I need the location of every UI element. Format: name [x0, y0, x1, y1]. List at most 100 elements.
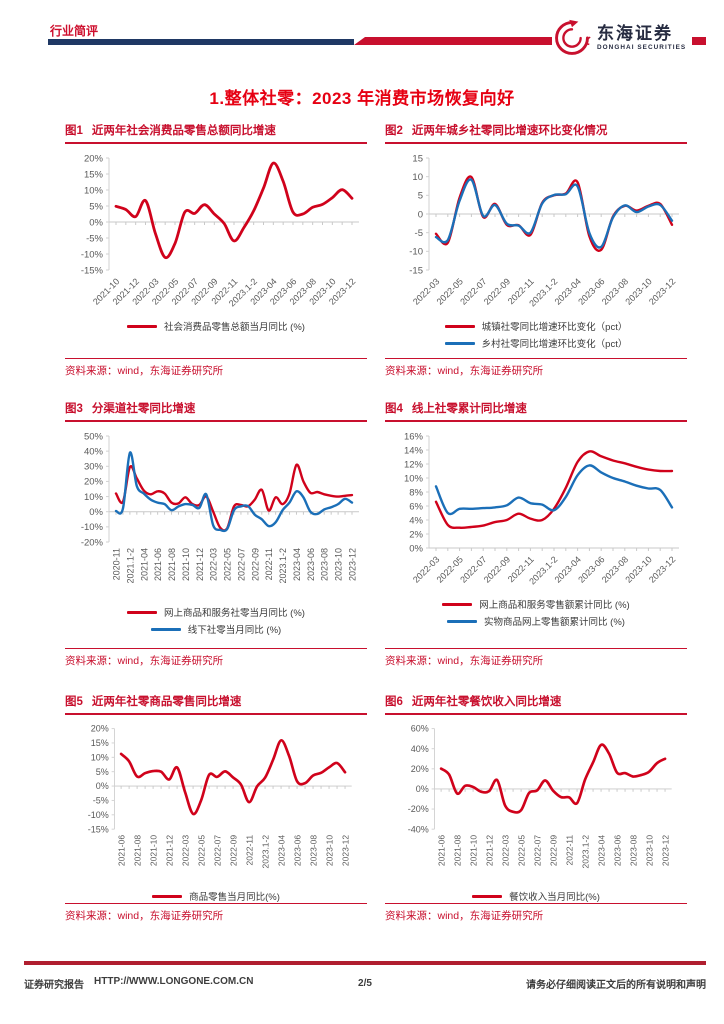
svg-text:12%: 12%	[404, 459, 424, 470]
line-chart: 60% 40% 20% 0% -20% -40% 2021-06 2021-08 2021-10…	[408, 724, 672, 869]
legend-line-sample	[127, 610, 158, 614]
svg-text:-15: -15	[409, 265, 423, 276]
svg-text:2021-06: 2021-06	[436, 835, 446, 867]
figure-number: 图2	[385, 125, 403, 137]
line-chart: 20%15%10%5%0%-5%-10%-15%2021-102021-1220…	[81, 153, 359, 309]
legend-line-sample	[447, 619, 478, 623]
legend-label: 城镇社零同比增速环比变化（pct）	[481, 322, 628, 333]
svg-text:2023-12: 2023-12	[348, 548, 358, 581]
legend: 社会消费品零售总额当月同比 (%)	[65, 319, 367, 333]
svg-text:2021-08: 2021-08	[167, 548, 177, 581]
svg-text:2021.1-2: 2021.1-2	[125, 548, 135, 584]
svg-text:2021-06: 2021-06	[153, 548, 163, 581]
svg-text:60%: 60%	[411, 724, 429, 734]
svg-text:2023.1-2: 2023.1-2	[580, 835, 590, 869]
svg-text:2022-03: 2022-03	[180, 835, 190, 867]
source-note: 资料来源：wind，东海证券研究所	[385, 358, 687, 378]
svg-text:2022-03: 2022-03	[500, 835, 510, 867]
figure-1-retail-total-yoy: 图1 近两年社会消费品零售总额同比增速 20% 15% 10% 5% 0% -5% -10%…	[65, 122, 367, 378]
figure-title: 图2 近两年城乡社零同比增速环比变化情况	[385, 122, 687, 144]
svg-text:2023-10: 2023-10	[334, 548, 344, 581]
svg-text:6%: 6%	[409, 501, 423, 512]
legend-line-sample	[442, 602, 473, 606]
svg-text:2021-08: 2021-08	[452, 835, 462, 867]
svg-text:2022-11: 2022-11	[244, 835, 254, 866]
logo-cn-text: 东海证券	[597, 23, 673, 43]
svg-text:0%: 0%	[89, 217, 103, 228]
svg-text:2023.1-2: 2023.1-2	[260, 835, 270, 869]
line-chart: 16%14%12%10%8%6%4%2%0%2022-032022-052022…	[404, 431, 679, 587]
legend-line-sample	[127, 324, 158, 328]
svg-text:16%: 16%	[404, 431, 424, 442]
svg-text:2022-05: 2022-05	[223, 548, 233, 581]
source-note: 资料来源：wind，东海证券研究所	[385, 903, 687, 923]
svg-text:2023-08: 2023-08	[320, 548, 330, 581]
svg-text:2023.1-2: 2023.1-2	[278, 548, 288, 584]
svg-text:2021-06: 2021-06	[116, 835, 126, 867]
legend-label: 网上商品和服务社零当月同比 (%)	[164, 608, 305, 619]
svg-text:20%: 20%	[91, 724, 109, 734]
svg-text:2022-09: 2022-09	[548, 835, 558, 867]
svg-text:20%: 20%	[84, 477, 104, 488]
legend-line-sample	[152, 894, 183, 898]
legend-item: 网上商品和服务零售额累计同比 (%)	[442, 597, 630, 611]
footer: 2/5 证券研究报告 HTTP://WWW.LONGONE.COM.CN 请务必…	[24, 976, 706, 991]
legend-item: 线下社零当月同比 (%)	[150, 622, 281, 636]
svg-text:-10%: -10%	[81, 249, 104, 260]
svg-text:2022-07: 2022-07	[532, 835, 542, 867]
svg-text:-40%: -40%	[408, 824, 429, 834]
svg-text:-10%: -10%	[81, 522, 104, 533]
svg-text:10%: 10%	[84, 185, 104, 196]
source-note: 资料来源：wind，东海证券研究所	[65, 358, 367, 378]
svg-text:40%: 40%	[84, 446, 104, 457]
svg-text:2022-03: 2022-03	[209, 548, 219, 581]
legend-item: 实物商品网上零售额累计同比 (%)	[447, 614, 625, 628]
svg-text:0%: 0%	[89, 507, 103, 518]
svg-text:2023-08: 2023-08	[308, 835, 318, 867]
svg-text:-15%: -15%	[88, 824, 109, 834]
svg-text:2021-12: 2021-12	[484, 835, 494, 867]
figure-title: 图1 近两年社会消费品零售总额同比增速	[65, 122, 367, 144]
svg-text:2022-09: 2022-09	[250, 548, 260, 581]
company-url-link[interactable]: HTTP://WWW.LONGONE.COM.CN	[94, 976, 254, 987]
svg-text:-10%: -10%	[88, 810, 109, 820]
svg-text:2022-11: 2022-11	[564, 835, 574, 866]
svg-text:0%: 0%	[416, 784, 429, 794]
figure-4-online-retail-cumulative-yoy: 图4 线上社零累计同比增速 16% 14% 12% 10% 8% 6% 4% 2% 0% 2022…	[385, 400, 687, 668]
figure-6-catering-revenue-yoy: 图6 近两年社零餐饮收入同比增速 60% 40% 20% 0% -20% -40% 2021…	[385, 693, 687, 923]
figure-number: 图5	[65, 696, 83, 708]
svg-text:14%: 14%	[404, 445, 424, 456]
svg-text:4%: 4%	[409, 515, 423, 526]
line-chart: 20% 15% 10% 5% 0% -5% -10% -15% 2021-06 2021-08 20…	[88, 724, 352, 869]
svg-text:2022-05: 2022-05	[196, 835, 206, 867]
figure-number: 图6	[385, 696, 403, 708]
svg-text:2021-08: 2021-08	[132, 835, 142, 867]
legend-label: 社会消费品零售总额当月同比 (%)	[164, 322, 305, 333]
legend-item: 餐饮收入当月同比(%)	[472, 889, 600, 903]
svg-text:15: 15	[412, 153, 423, 164]
svg-text:2023-10: 2023-10	[324, 835, 334, 867]
line-chart: 151050-5-10-152022-032022-052022-072022-…	[409, 153, 679, 309]
svg-text:10%: 10%	[84, 492, 104, 503]
svg-text:2022-05: 2022-05	[516, 835, 526, 867]
figure-3-channel-retail-yoy: 图3 分渠道社零同比增速 50% 40% 30% 20% 10% 0% -10% -20% 20…	[65, 400, 367, 668]
svg-text:2020-11: 2020-11	[112, 548, 122, 580]
figure-title-text: 线上社零累计同比增速	[411, 403, 527, 415]
figure-title: 图3 分渠道社零同比增速	[65, 400, 367, 422]
svg-text:-10: -10	[409, 247, 423, 258]
svg-text:2021-10: 2021-10	[148, 835, 158, 867]
source-note: 资料来源：wind，东海证券研究所	[385, 648, 687, 668]
legend: 网上商品和服务零售额累计同比 (%) 实物商品网上零售额累计同比 (%)	[385, 597, 687, 628]
svg-text:2023-06: 2023-06	[292, 835, 302, 867]
legend-line-sample	[150, 627, 181, 631]
svg-text:2023-12: 2023-12	[340, 835, 350, 867]
legend: 城镇社零同比增速环比变化（pct） 乡村社零同比增速环比变化（pct）	[385, 319, 687, 350]
svg-text:-20%: -20%	[408, 804, 429, 814]
svg-text:0: 0	[418, 209, 423, 220]
source-note: 资料来源：wind，东海证券研究所	[65, 648, 367, 668]
report-type-label: 行业简评	[50, 24, 99, 38]
legend-line-sample	[444, 341, 475, 345]
svg-text:5%: 5%	[96, 767, 109, 777]
svg-text:-20%: -20%	[81, 537, 104, 548]
